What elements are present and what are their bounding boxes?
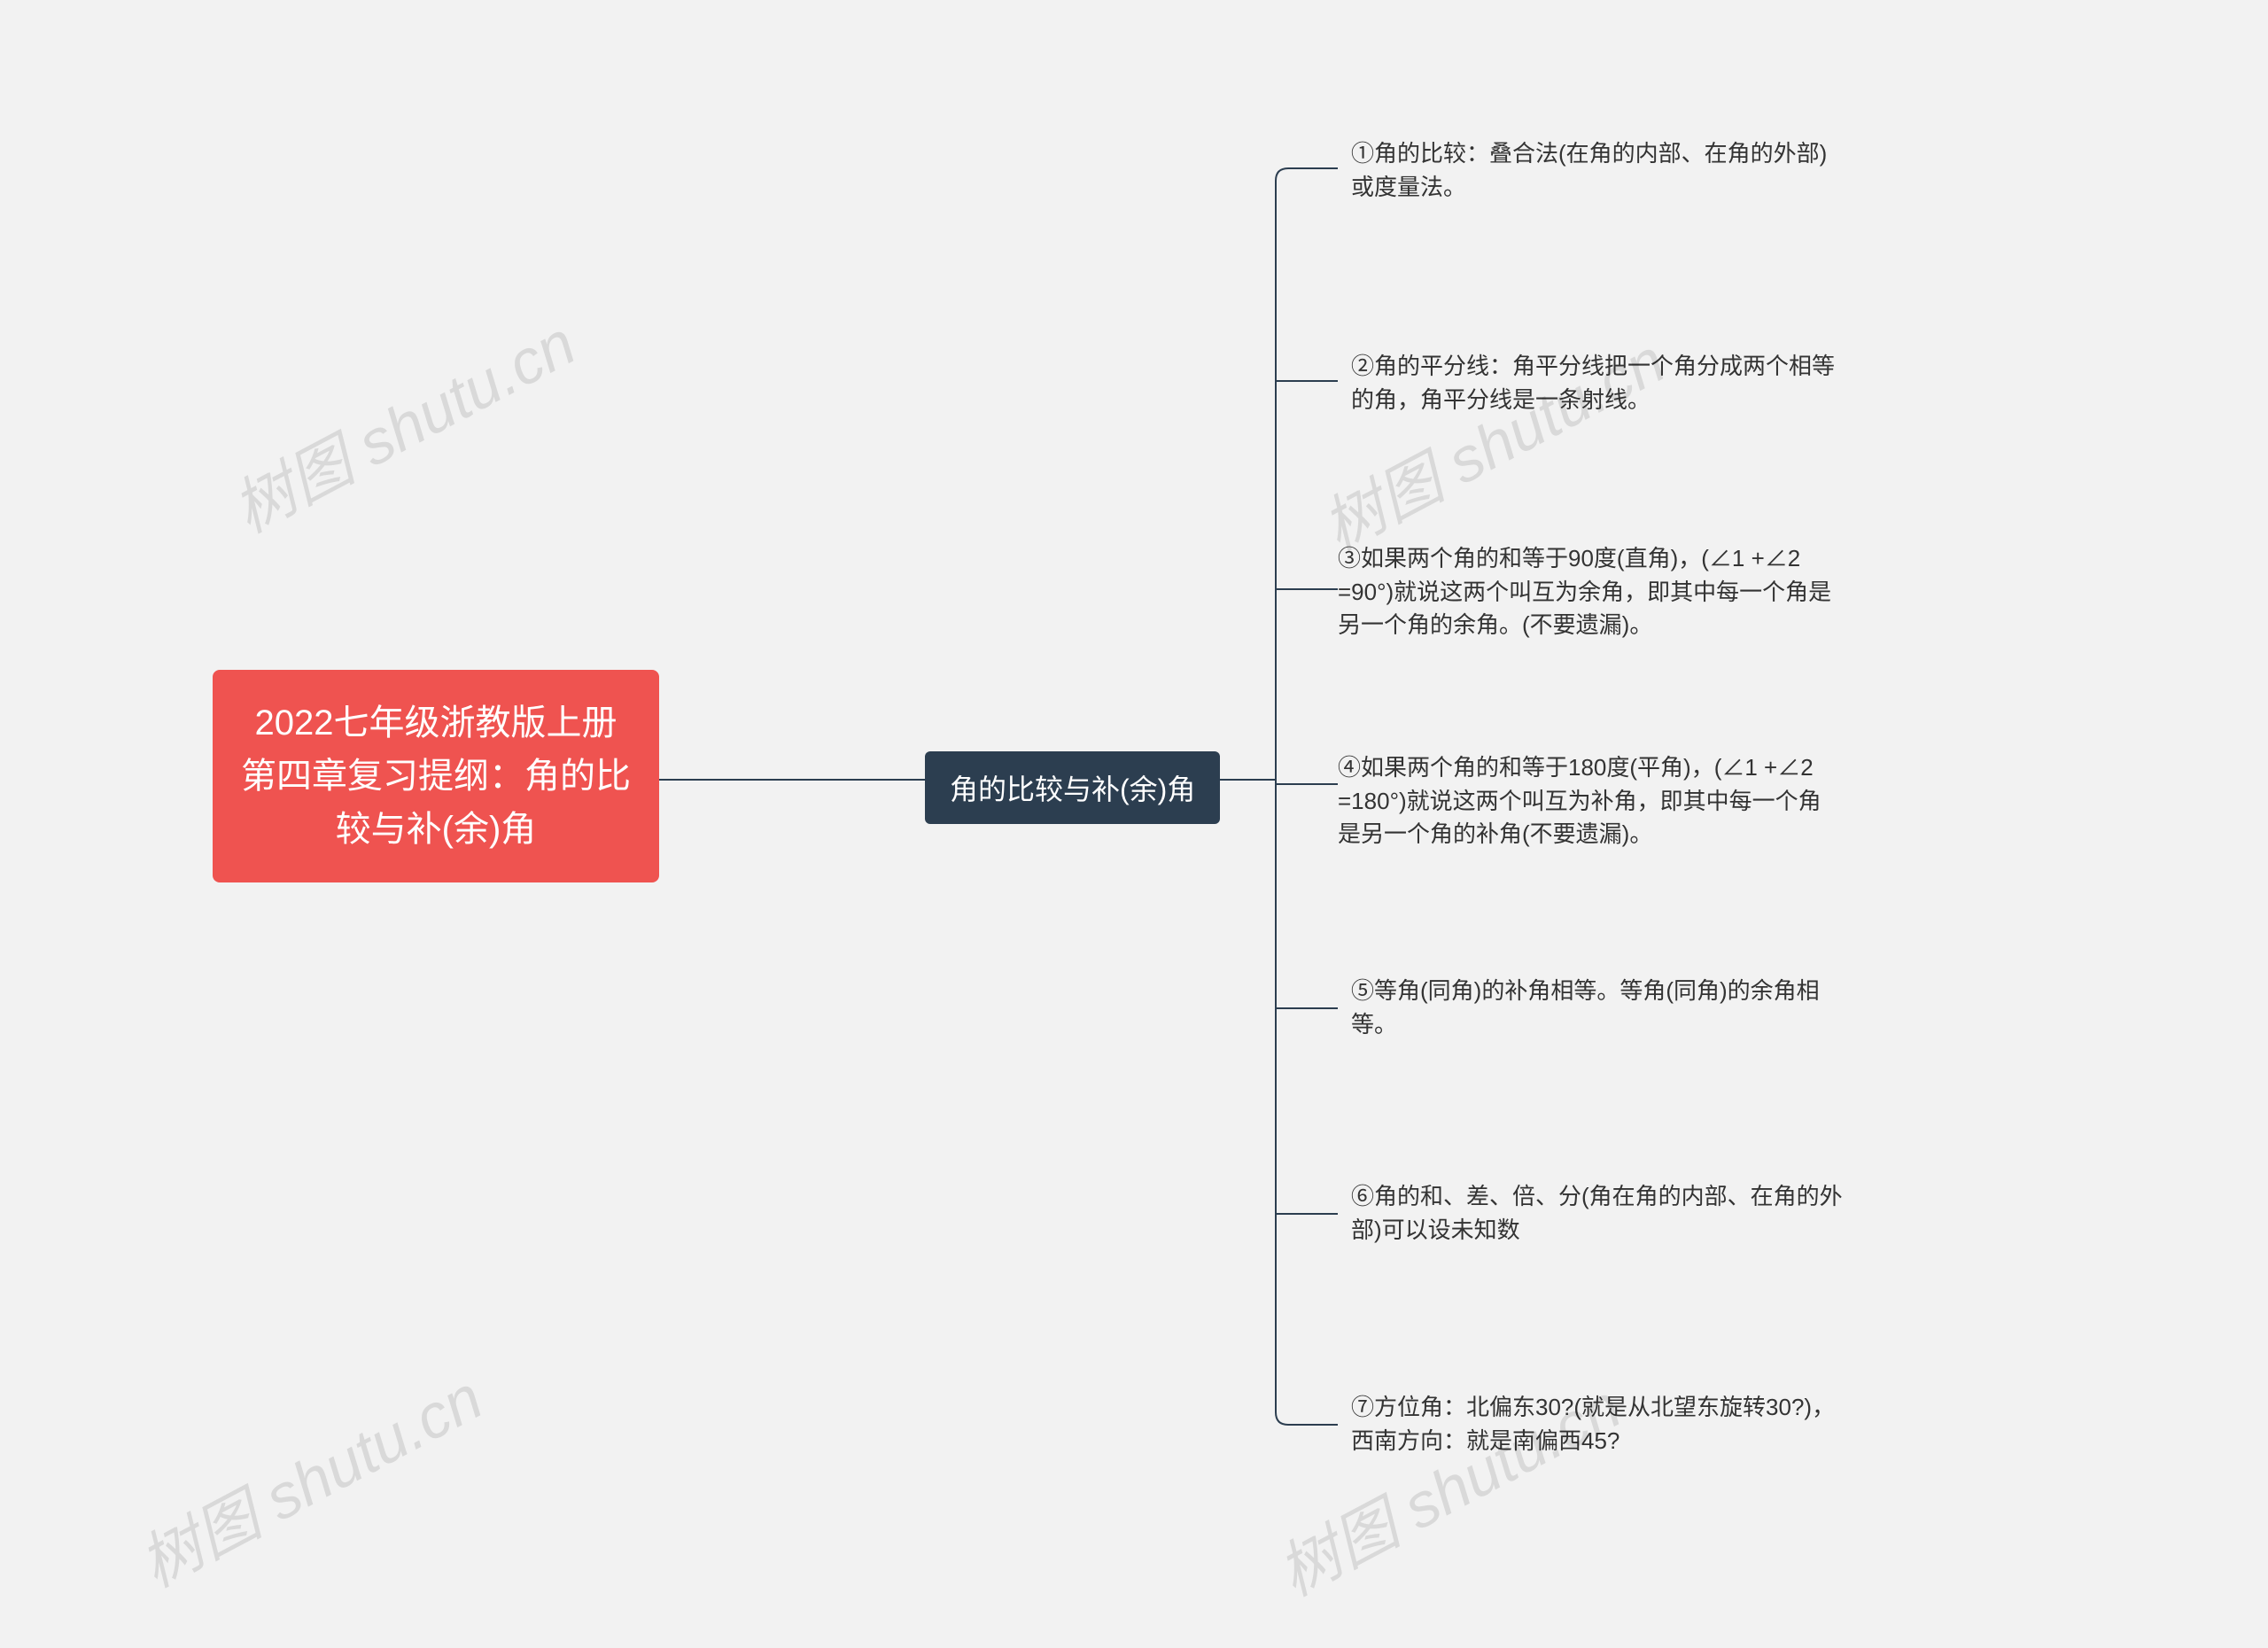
watermark-1: 树图 shutu.cn xyxy=(215,295,589,550)
leaf-node-4: ④如果两个角的和等于180度(平角)，(∠1 +∠2 =180°)就说这两个叫互… xyxy=(1338,751,1834,851)
leaf-node-3: ③如果两个角的和等于90度(直角)，(∠1 +∠2 =90°)就说这两个叫互为余… xyxy=(1338,542,1834,642)
leaf-node-6: ⑥角的和、差、倍、分(角在角的内部、在角的外部)可以设未知数 xyxy=(1351,1180,1847,1247)
leaf-node-5: ⑤等角(同角)的补角相等。等角(同角)的余角相等。 xyxy=(1351,975,1847,1041)
branch-node: 角的比较与补(余)角 xyxy=(925,751,1220,824)
leaf-node-2: ②角的平分线：角平分线把一个角分成两个相等的角，角平分线是一条射线。 xyxy=(1351,350,1847,416)
root-node: 2022七年级浙教版上册第四章复习提纲：角的比较与补(余)角 xyxy=(213,670,659,882)
leaf-node-7: ⑦方位角：北偏东30?(就是从北望东旋转30?)，西南方向：就是南偏西45? xyxy=(1351,1391,1847,1458)
watermark-3: 树图 shutu.cn xyxy=(122,1349,496,1605)
leaf-node-1: ①角的比较：叠合法(在角的内部、在角的外部)或度量法。 xyxy=(1351,137,1847,204)
mindmap-canvas: 2022七年级浙教版上册第四章复习提纲：角的比较与补(余)角 角的比较与补(余)… xyxy=(0,0,2268,1648)
